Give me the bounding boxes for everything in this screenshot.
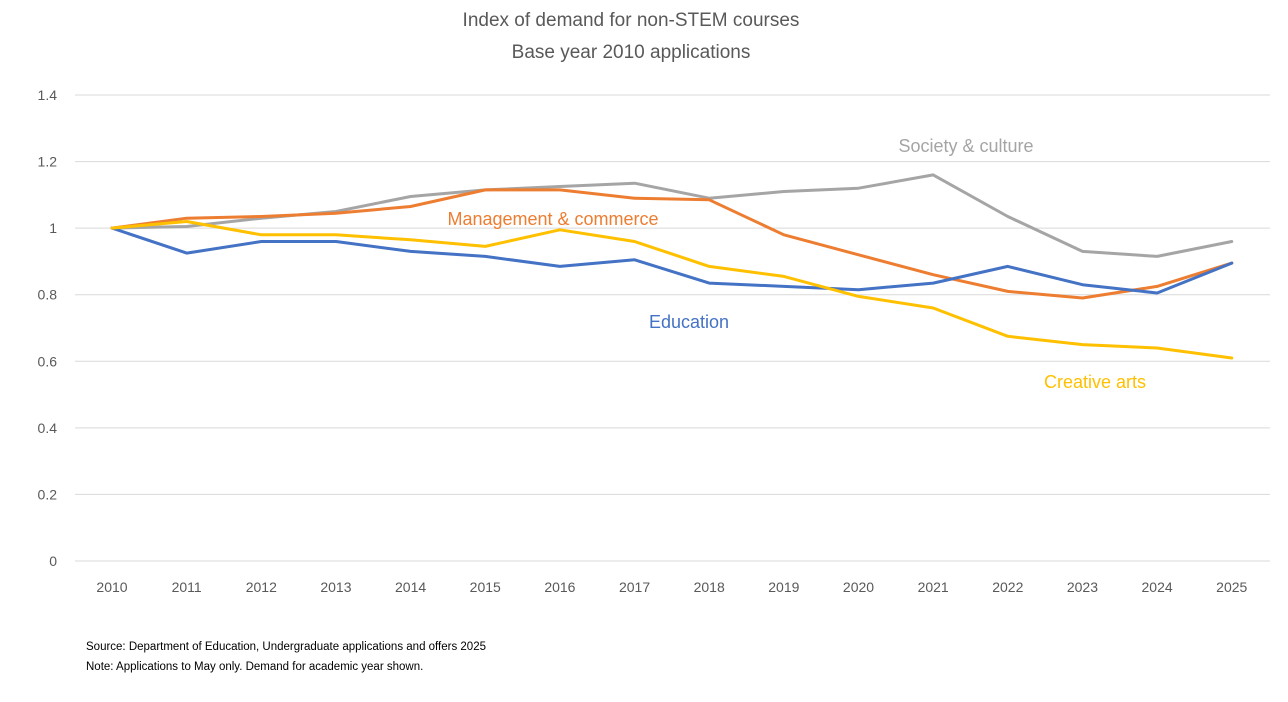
source-note: Source: Department of Education, Undergr… [86,641,486,653]
y-tick-label: 1 [49,220,57,236]
y-tick-label: 1.2 [38,154,58,170]
series-line-education [110,226,1234,295]
chart-title: Index of demand for non-STEM courses [463,10,800,31]
y-tick-label: 0.4 [38,420,58,436]
series-label-creative-arts: Creative arts [1044,372,1146,392]
y-tick-label: 0 [49,553,57,569]
series-label-society-culture: Society & culture [898,136,1033,156]
x-tick-label: 2010 [96,579,127,595]
series-labels: Society & culture Management & commerce Ed… [447,136,1146,392]
applications-note: Note: Applications to May only. Demand f… [86,661,423,673]
x-tick-label: 2023 [1067,579,1098,595]
x-tick-label: 2011 [172,579,202,595]
x-tick-label: 2024 [1142,579,1173,595]
x-axis-ticks: 2010 2011 2012 2013 2014 2015 2016 2017 2018 2019… [96,579,1247,595]
x-tick-label: 2014 [395,579,426,595]
x-tick-label: 2020 [843,579,874,595]
y-tick-label: 0.6 [38,353,58,369]
y-tick-label: 1.4 [38,87,58,103]
chart-subtitle: Base year 2010 applications [512,42,751,63]
x-tick-label: 2019 [768,579,799,595]
x-tick-label: 2012 [246,579,277,595]
gridlines [75,94,1270,562]
x-tick-label: 2025 [1216,579,1247,595]
x-tick-label: 2017 [619,579,650,595]
series-label-education: Education [649,312,729,332]
x-tick-label: 2016 [544,579,575,595]
y-tick-label: 0.8 [38,287,58,303]
series-line-management-commerce [110,188,1234,300]
x-tick-label: 2013 [320,579,351,595]
y-tick-label: 0.2 [38,486,58,502]
x-tick-label: 2021 [918,579,949,595]
y-axis-ticks: 0 0.2 0.4 0.6 0.8 1 1.2 1.4 [38,87,58,569]
x-tick-label: 2018 [694,579,725,595]
series-line-creative-arts [110,220,1234,360]
x-tick-label: 2022 [992,579,1023,595]
series-label-management-commerce: Management & commerce [447,209,658,229]
series-lines [110,173,1234,360]
x-tick-label: 2015 [470,579,501,595]
